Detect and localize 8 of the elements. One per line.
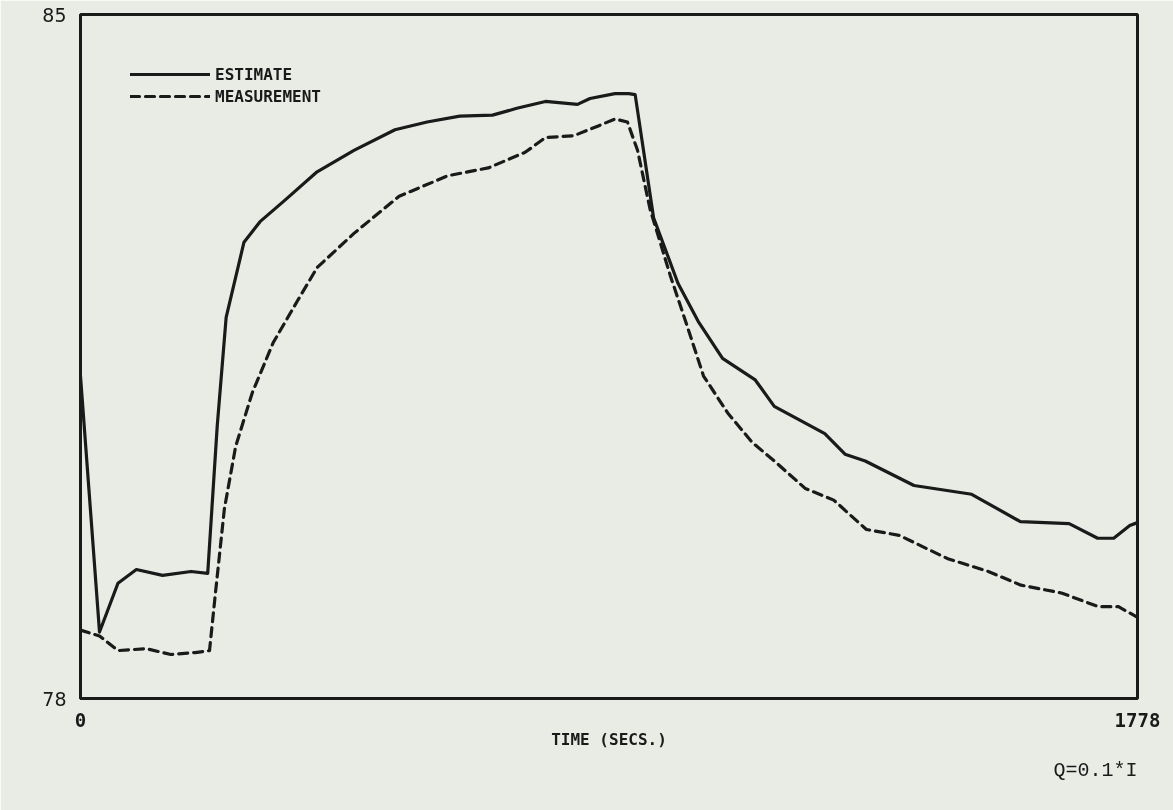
legend-label: ESTIMATE <box>215 64 293 84</box>
y-tick-label: 78 <box>42 687 67 710</box>
legend-label: MEASUREMENT <box>215 86 321 106</box>
text: Q=0.1*I <box>1053 758 1138 782</box>
y-tick-label: 85 <box>42 3 67 26</box>
x-axis-title: TIME (SECS.) <box>551 729 667 749</box>
x-tick-label: 0 <box>74 708 87 731</box>
x-tick-label: 1778 <box>1114 708 1161 731</box>
